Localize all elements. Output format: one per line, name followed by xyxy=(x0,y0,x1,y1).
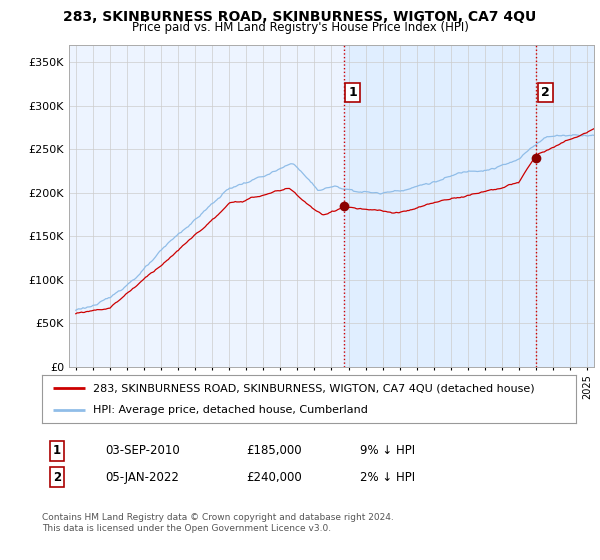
Text: Price paid vs. HM Land Registry's House Price Index (HPI): Price paid vs. HM Land Registry's House … xyxy=(131,21,469,34)
Text: 03-SEP-2010: 03-SEP-2010 xyxy=(105,444,180,458)
Text: 2% ↓ HPI: 2% ↓ HPI xyxy=(360,470,415,484)
Text: This data is licensed under the Open Government Licence v3.0.: This data is licensed under the Open Gov… xyxy=(42,524,331,533)
Text: Contains HM Land Registry data © Crown copyright and database right 2024.: Contains HM Land Registry data © Crown c… xyxy=(42,513,394,522)
Text: 1: 1 xyxy=(349,86,357,99)
Text: 2: 2 xyxy=(541,86,550,99)
Text: 2: 2 xyxy=(53,470,61,484)
Text: HPI: Average price, detached house, Cumberland: HPI: Average price, detached house, Cumb… xyxy=(93,405,368,415)
Text: 9% ↓ HPI: 9% ↓ HPI xyxy=(360,444,415,458)
Text: 05-JAN-2022: 05-JAN-2022 xyxy=(105,470,179,484)
Text: £240,000: £240,000 xyxy=(246,470,302,484)
Bar xyxy=(344,45,600,367)
Text: 1: 1 xyxy=(53,444,61,458)
Text: £185,000: £185,000 xyxy=(246,444,302,458)
Text: 283, SKINBURNESS ROAD, SKINBURNESS, WIGTON, CA7 4QU (detached house): 283, SKINBURNESS ROAD, SKINBURNESS, WIGT… xyxy=(93,383,535,393)
Text: 283, SKINBURNESS ROAD, SKINBURNESS, WIGTON, CA7 4QU: 283, SKINBURNESS ROAD, SKINBURNESS, WIGT… xyxy=(64,10,536,24)
